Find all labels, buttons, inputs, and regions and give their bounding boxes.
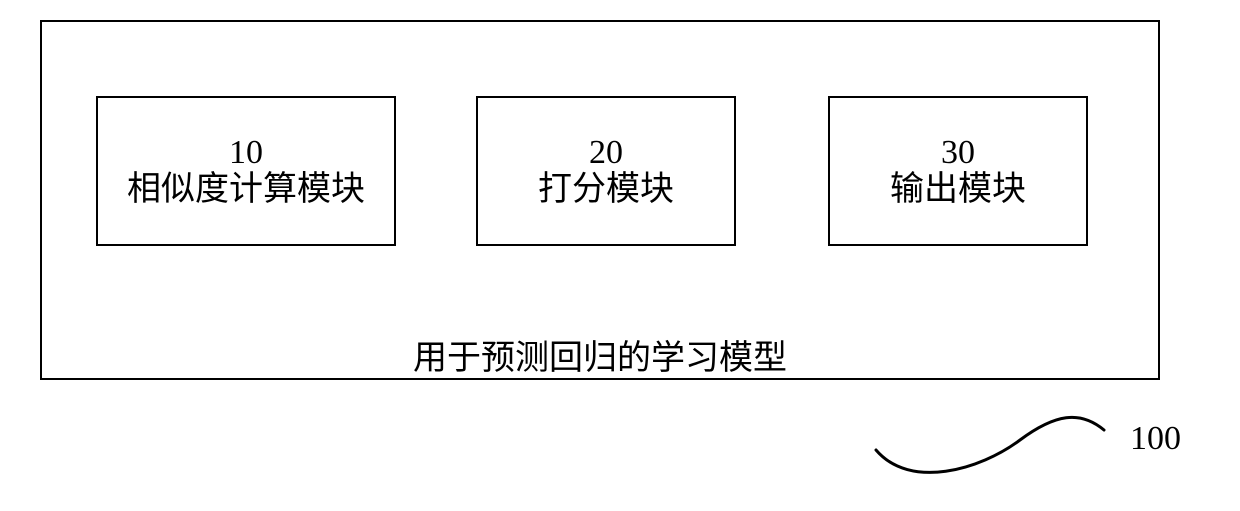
module-label: 打分模块 (538, 171, 674, 208)
reference-leader-line (870, 400, 1110, 480)
module-scoring: 20 打分模块 (476, 96, 736, 246)
diagram-canvas: 10 相似度计算模块 20 打分模块 30 输出模块 用于预测回归的学习模型 1… (0, 0, 1240, 511)
module-output: 30 输出模块 (828, 96, 1088, 246)
module-number: 10 (229, 134, 263, 171)
module-number: 20 (589, 134, 623, 171)
module-label: 输出模块 (890, 171, 1026, 208)
module-label: 相似度计算模块 (127, 171, 365, 208)
reference-number: 100 (1130, 420, 1181, 458)
diagram-caption: 用于预测回归的学习模型 (380, 330, 820, 379)
module-number: 30 (941, 134, 975, 171)
module-similarity: 10 相似度计算模块 (96, 96, 396, 246)
